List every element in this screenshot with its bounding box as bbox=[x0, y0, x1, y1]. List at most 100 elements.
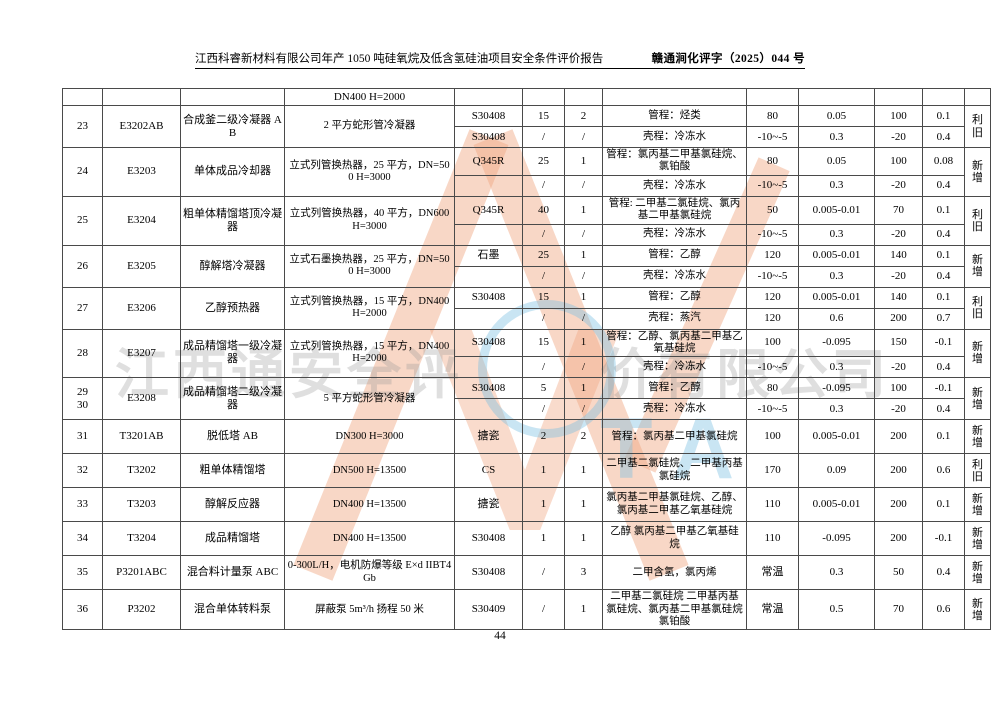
cell-equipment-tag: T3201AB bbox=[102, 419, 181, 455]
cell-specification: DN500 H=13500 bbox=[284, 453, 455, 489]
cell-equipment-tag: E3208 bbox=[102, 377, 181, 421]
cell-design-temperature: -20 bbox=[874, 174, 923, 197]
empty-cell bbox=[798, 88, 875, 106]
cell-specification: DN300 H=3000 bbox=[284, 419, 455, 455]
cell-volume: / bbox=[522, 265, 565, 288]
cell-operating-temperature: 110 bbox=[746, 487, 799, 523]
table-row: 26 E3205 醇解塔冷凝器 立式石墨换热器，25 平方，DN=500 H=3000… bbox=[62, 244, 991, 288]
cell-equipment-name: 醇解塔冷凝器 bbox=[180, 244, 285, 288]
cell-operating-pressure: 0.005-0.01 bbox=[798, 286, 875, 309]
cell-medium: 壳程：蒸汽 bbox=[602, 307, 747, 330]
cell-operating-pressure: -0.095 bbox=[798, 328, 875, 358]
cell-operating-pressure: 0.3 bbox=[798, 555, 875, 591]
cell-design-pressure: -0.1 bbox=[922, 521, 965, 557]
cell-specification: 5 平方蛇形管冷凝器 bbox=[284, 377, 455, 421]
cell-equipment-name: 单体成品冷却器 bbox=[180, 147, 285, 197]
cell-equipment-name: 粗单体精馏塔顶冷凝器 bbox=[180, 195, 285, 246]
table-row: / / 壳程：蒸汽 120 0.6 200 0.7 bbox=[63, 307, 991, 330]
cell-operating-temperature: 120 bbox=[746, 244, 799, 267]
cell-volume: / bbox=[522, 589, 565, 631]
empty-cell bbox=[922, 88, 965, 106]
cell-quantity: 1 bbox=[564, 286, 603, 309]
cell-operating-temperature: 120 bbox=[746, 286, 799, 309]
cell-operating-temperature: 100 bbox=[746, 328, 799, 358]
cell-equipment-tag: T3203 bbox=[102, 487, 181, 523]
table-row: 31 T3201AB 脱低塔 AB DN300 H=3000 搪瓷 2 2 管程：氯丙基二甲基… bbox=[62, 419, 991, 455]
cell-equipment-tag: T3202 bbox=[102, 453, 181, 489]
cell-equipment-name: 合成釜二级冷凝器 AB bbox=[180, 105, 285, 148]
cell-material bbox=[454, 398, 523, 421]
cell-operating-temperature: -10~-5 bbox=[746, 265, 799, 288]
cell-material: S30408 bbox=[454, 377, 523, 400]
cell-material bbox=[454, 174, 523, 197]
cell-medium: 二甲含氢，氯丙烯 bbox=[602, 555, 747, 591]
cell-specification: 立式石墨换热器，25 平方，DN=500 H=3000 bbox=[284, 244, 455, 288]
cell-status-note: 新增 bbox=[964, 521, 991, 557]
cell-design-pressure: 0.1 bbox=[922, 105, 965, 127]
cell-operating-temperature: -10~-5 bbox=[746, 223, 799, 246]
cell-design-pressure: 0.4 bbox=[922, 555, 965, 591]
cell-quantity: 1 bbox=[564, 244, 603, 267]
cell-design-temperature: 100 bbox=[874, 377, 923, 400]
cell-operating-temperature: -10~-5 bbox=[746, 174, 799, 197]
cell-operating-pressure: 0.05 bbox=[798, 147, 875, 176]
cell-design-temperature: 200 bbox=[874, 487, 923, 523]
cell-operating-pressure: 0.005-0.01 bbox=[798, 487, 875, 523]
cell-design-temperature: 200 bbox=[874, 307, 923, 330]
table-row: 28 E3207 成品精馏塔一级冷凝器 立式列管换热器，15 平方，DN400 H=2… bbox=[62, 328, 991, 379]
cell-operating-pressure: -0.095 bbox=[798, 377, 875, 400]
cell-design-pressure: 0.1 bbox=[922, 487, 965, 523]
cell-serial-number: 33 bbox=[62, 487, 103, 523]
cell-serial-number: 24 bbox=[62, 147, 103, 197]
cell-medium: 管程: 二甲基二氯硅烷、氯丙基二甲基氯硅烷 bbox=[602, 195, 747, 225]
cell-design-temperature: 200 bbox=[874, 521, 923, 557]
cell-medium: 壳程：冷冻水 bbox=[602, 223, 747, 246]
cell-equipment-name: 成品精馏塔 bbox=[180, 521, 285, 557]
cell-specification: 立式列管换热器，15 平方，DN400 H=2000 bbox=[284, 328, 455, 379]
empty-cell bbox=[746, 88, 799, 106]
cell-operating-pressure: 0.5 bbox=[798, 589, 875, 631]
cell-material: Q345R bbox=[454, 147, 523, 176]
cell-equipment-tag: E3205 bbox=[102, 244, 181, 288]
cell-quantity: 1 bbox=[564, 487, 603, 523]
cell-design-temperature: -20 bbox=[874, 398, 923, 421]
cell-medium: 壳程：冷冻水 bbox=[602, 126, 747, 148]
empty-cell bbox=[62, 88, 103, 106]
cell-serial-number: 36 bbox=[62, 589, 103, 631]
cell-serial-number: 35 bbox=[62, 555, 103, 591]
cell-material: S30409 bbox=[454, 589, 523, 631]
cell-medium: 氯丙基二甲基氯硅烷、乙醇、氯丙基二甲基乙氧基硅烷 bbox=[602, 487, 747, 523]
header-report-title: 江西科睿新材料有限公司年产 1050 吨硅氧烷及低含氢硅油项目安全条件评价报告 bbox=[195, 53, 604, 65]
cell-operating-pressure: 0.3 bbox=[798, 126, 875, 148]
page-number: 44 bbox=[494, 630, 506, 642]
page-header: 江西科睿新材料有限公司年产 1050 吨硅氧烷及低含氢硅油项目安全条件评价报告 … bbox=[195, 50, 805, 69]
cell-operating-pressure: 0.3 bbox=[798, 265, 875, 288]
cell-operating-temperature: 50 bbox=[746, 195, 799, 225]
cell-material: 石墨 bbox=[454, 244, 523, 267]
cell-quantity: / bbox=[564, 265, 603, 288]
cell-specification: DN400 H=13500 bbox=[284, 487, 455, 523]
cell-quantity: / bbox=[564, 307, 603, 330]
cell-operating-temperature: 80 bbox=[746, 377, 799, 400]
cell-medium: 管程：烃类 bbox=[602, 105, 747, 127]
cell-material: CS bbox=[454, 453, 523, 489]
cell-serial-number: 27 bbox=[62, 286, 103, 330]
cell-volume: / bbox=[522, 174, 565, 197]
cell-status-note: 新增 bbox=[964, 328, 991, 379]
cell-design-temperature: 150 bbox=[874, 328, 923, 358]
cell-operating-temperature: 100 bbox=[746, 419, 799, 455]
cell-design-temperature: 50 bbox=[874, 555, 923, 591]
cell-quantity: 3 bbox=[564, 555, 603, 591]
table-row: S30408// 壳程：冷冻水 -10~-5 0.3 -20 0.4 bbox=[63, 126, 991, 148]
cell-operating-temperature: 80 bbox=[746, 105, 799, 127]
cell-status-note: 利旧 bbox=[964, 105, 991, 148]
cell-design-pressure: 0.1 bbox=[922, 195, 965, 225]
cell-design-temperature: -20 bbox=[874, 356, 923, 379]
cell-material: 搪瓷 bbox=[454, 487, 523, 523]
cell-material: S30408 bbox=[454, 286, 523, 309]
cell-design-temperature: 100 bbox=[874, 105, 923, 127]
cell-equipment-name: 混合料计量泵 ABC bbox=[180, 555, 285, 591]
cell-equipment-tag: E3204 bbox=[102, 195, 181, 246]
cell-quantity: 1 bbox=[564, 195, 603, 225]
table-row: 33 T3203 醇解反应器 DN400 H=13500 搪瓷 1 1 氯丙基二甲基氯硅烷、乙… bbox=[62, 487, 991, 523]
